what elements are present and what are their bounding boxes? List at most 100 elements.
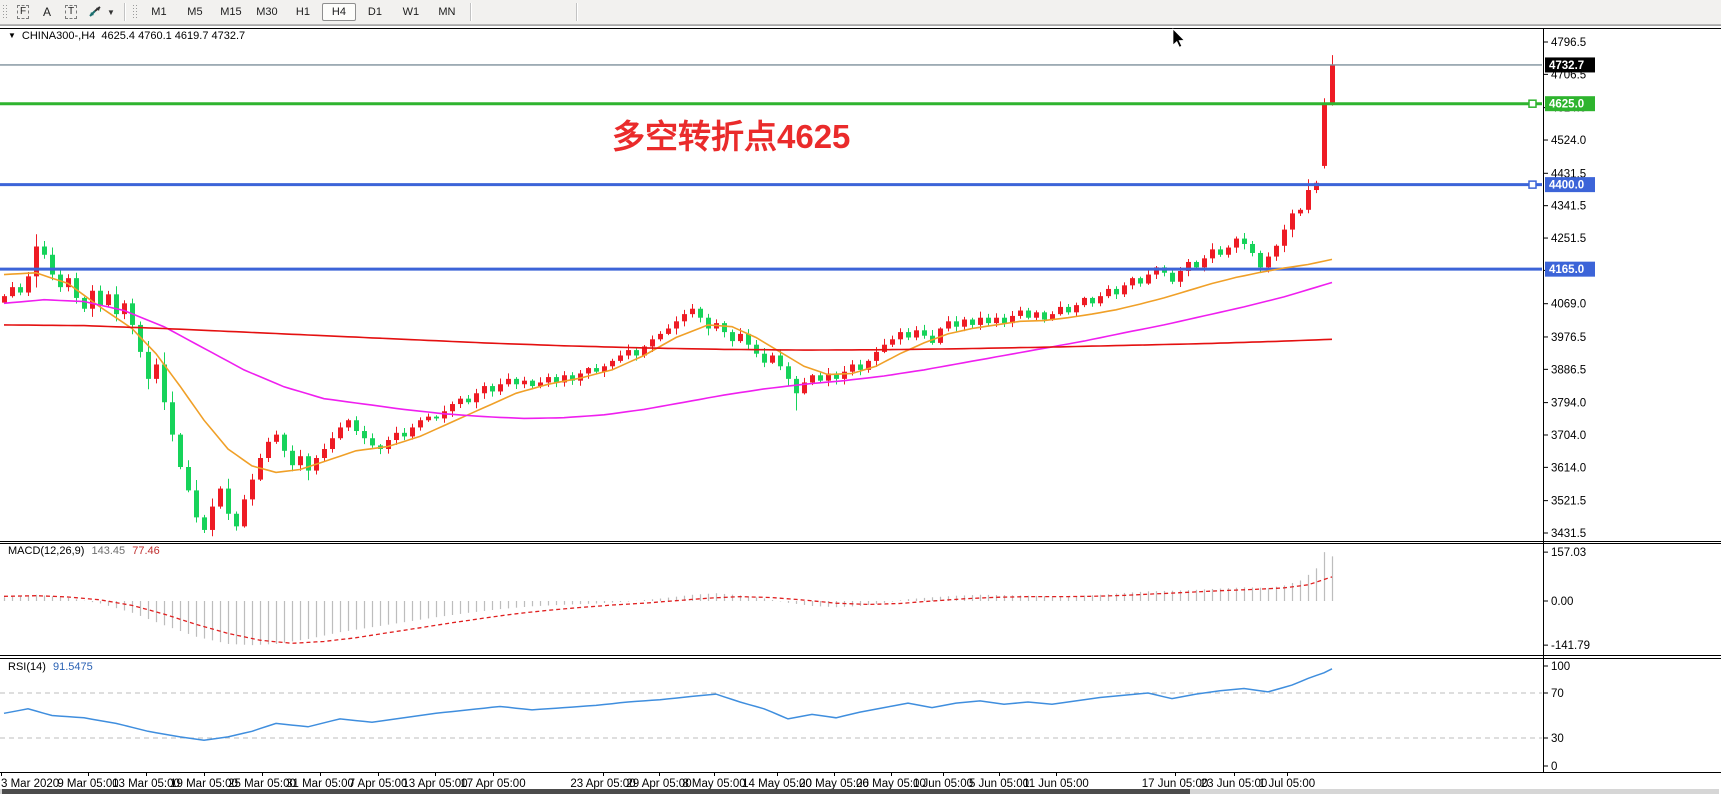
arrows-dropdown-caret-icon[interactable]: ▼	[107, 7, 115, 17]
chart-title-symbol: CHINA300-,H4	[21, 30, 96, 42]
timeframe-toolbar: M1 M5 M15 M30 H1 H4 D1 W1 MN	[141, 3, 465, 21]
macd-tick-157.03: 157.03	[1551, 547, 1586, 559]
chart-title-ohlc: 4625.4 4760.1 4619.7 4732.7	[101, 30, 246, 42]
price-tick-3976.5: 3976.5	[1551, 332, 1586, 344]
macd-tick-0: 0.00	[1551, 596, 1573, 608]
svg-text:4625.0: 4625.0	[1549, 99, 1584, 111]
svg-text:4165.0: 4165.0	[1549, 264, 1584, 276]
rsi-tick-70: 70	[1551, 688, 1564, 700]
time-label: 14 May 05:00	[742, 778, 812, 790]
ma-fast-line	[3, 258, 1333, 474]
font-tool-icon-label: A	[42, 5, 51, 19]
ma-slow-line	[3, 324, 1333, 351]
time-label: 31 Mar 05:00	[286, 778, 354, 790]
price-tick-3704: 3704.0	[1551, 430, 1586, 442]
price-tick-4341.5: 4341.5	[1551, 201, 1586, 213]
timeframe-button-m15[interactable]: M15	[220, 6, 242, 18]
timeframe-button-w1[interactable]: W1	[402, 6, 420, 18]
timeframe-button-d1[interactable]: D1	[367, 6, 382, 18]
time-label: 20 May 05:00	[799, 778, 869, 790]
toolbar-separator-2	[469, 3, 471, 21]
template-f-icon[interactable]: F	[13, 3, 33, 21]
price-tick-4069: 4069.0	[1551, 299, 1586, 311]
rsi-tick-30: 30	[1551, 733, 1564, 745]
macd-signal-line	[3, 576, 1333, 644]
rsi-name: RSI(14)	[8, 661, 46, 673]
rsi-indicator-label: RSI(14) 91.5475	[8, 661, 97, 673]
svg-text:4400.0: 4400.0	[1549, 180, 1584, 192]
chart-title-collapse-icon[interactable]: ▼	[8, 31, 16, 40]
level-knob-4625.0[interactable]	[1528, 99, 1537, 108]
rsi-line	[3, 668, 1333, 742]
level-knob-4400.0[interactable]	[1528, 180, 1537, 189]
macd-main-value: 143.45	[91, 545, 126, 557]
timeframe-button-m1[interactable]: M1	[151, 6, 167, 18]
time-label: 13 Mar 05:00	[112, 778, 180, 790]
time-label: 9 Mar 05:00	[57, 778, 118, 790]
macd-tick--141.79: -141.79	[1551, 640, 1590, 652]
price-tick-4251.5: 4251.5	[1551, 233, 1586, 245]
price-tick-4796.5: 4796.5	[1551, 37, 1586, 49]
svg-text:4732.7: 4732.7	[1549, 60, 1584, 72]
time-label: 29 Apr 05:00	[626, 778, 691, 790]
rsi-tick-0: 0	[1551, 761, 1557, 773]
price-tick-3794: 3794.0	[1551, 398, 1586, 410]
price-tick-3521.5: 3521.5	[1551, 496, 1586, 508]
horizontal-scrollbar-thumb[interactable]	[2, 789, 1190, 794]
time-label: 25 Mar 05:00	[228, 778, 296, 790]
time-label: 1 Jun 05:00	[913, 778, 973, 790]
time-label: 26 May 05:00	[856, 778, 926, 790]
time-label: 3 Mar 2020	[1, 778, 59, 790]
rsi-value: 91.5475	[52, 661, 93, 673]
timeframe-button-m5[interactable]: M5	[187, 6, 203, 18]
mouse-cursor-icon	[1172, 28, 1185, 48]
time-label: 11 Jun 05:00	[1023, 778, 1089, 790]
macd-signal-value: 77.46	[132, 545, 160, 557]
toolbar-grip-2[interactable]	[131, 4, 137, 20]
time-label: 19 Mar 05:00	[170, 778, 238, 790]
price-tick-3614: 3614.0	[1551, 462, 1586, 474]
macd-indicator-label: MACD(12,26,9) 143.45 77.46	[8, 545, 164, 557]
chart-title: ▼ CHINA300-,H4 4625.4 4760.1 4619.7 4732.…	[8, 30, 245, 42]
time-label: 17 Apr 05:00	[460, 778, 525, 790]
template-f-icon-label: F	[16, 5, 30, 19]
time-label: 17 Jun 05:00	[1142, 778, 1209, 790]
price-tick-3431.5: 3431.5	[1551, 528, 1586, 540]
timeframe-button-mn[interactable]: MN	[438, 6, 456, 18]
annotation-text[interactable]: 多空转折点4625	[612, 118, 851, 155]
level-price-box-4625.0	[1545, 96, 1595, 112]
time-label: 23 Apr 05:00	[570, 778, 635, 790]
time-label: 13 Apr 05:00	[402, 778, 467, 790]
toolbar-separator-3	[575, 3, 577, 21]
timeframe-button-m30[interactable]: M30	[256, 6, 278, 18]
price-level-lines[interactable]	[0, 64, 1543, 271]
price-tick-3886.5: 3886.5	[1551, 364, 1586, 376]
time-label: 5 Jun 05:00	[969, 778, 1029, 790]
moving-averages	[3, 258, 1333, 474]
macd-name: MACD(12,26,9)	[8, 545, 85, 557]
toolbar-grip[interactable]	[2, 4, 7, 20]
current-price-box	[1545, 57, 1595, 73]
rsi-tick-100: 100	[1551, 661, 1570, 673]
text-tool-icon[interactable]: T	[61, 3, 81, 21]
ma-medium-line	[3, 281, 1333, 420]
rsi-pane[interactable]	[0, 668, 1543, 742]
time-label: 8 May 05:00	[682, 778, 745, 790]
arrows-tool-icon[interactable]	[85, 3, 105, 21]
font-tool-icon[interactable]: A	[37, 3, 57, 21]
price-axis[interactable]: 4796.54706.54614.04524.04431.54341.54251…	[1528, 37, 1595, 773]
level-price-box-4165.0	[1545, 261, 1595, 277]
time-label: 7 Apr 05:00	[349, 778, 408, 790]
toolbar-separator	[123, 3, 125, 21]
text-tool-icon-label: T	[64, 5, 78, 19]
level-price-box-4400.0	[1545, 177, 1595, 193]
time-label: 1 Jul 05:00	[1259, 778, 1315, 790]
macd-pane[interactable]	[3, 552, 1334, 646]
timeframe-button-h4[interactable]: H4	[321, 3, 356, 21]
time-label: 23 Jun 05:00	[1201, 778, 1268, 790]
horizontal-scrollbar-track[interactable]	[0, 789, 1719, 794]
timeframe-button-h1[interactable]: H1	[295, 6, 310, 18]
